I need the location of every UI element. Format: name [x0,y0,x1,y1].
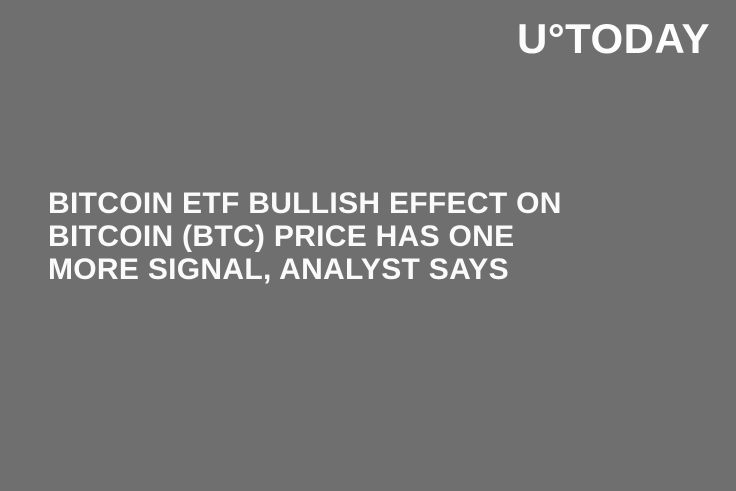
utoday-logo: U°TODAY [516,15,710,62]
headline-line-3: MORE SIGNAL, ANALYST SAYS [48,253,509,286]
headline-line-2: BITCOIN (BTC) PRICE HAS ONE [48,220,515,253]
article-headline: BITCOIN ETF BULLISH EFFECT ON BITCOIN (B… [48,187,562,286]
headline-line-1: BITCOIN ETF BULLISH EFFECT ON [48,187,562,220]
